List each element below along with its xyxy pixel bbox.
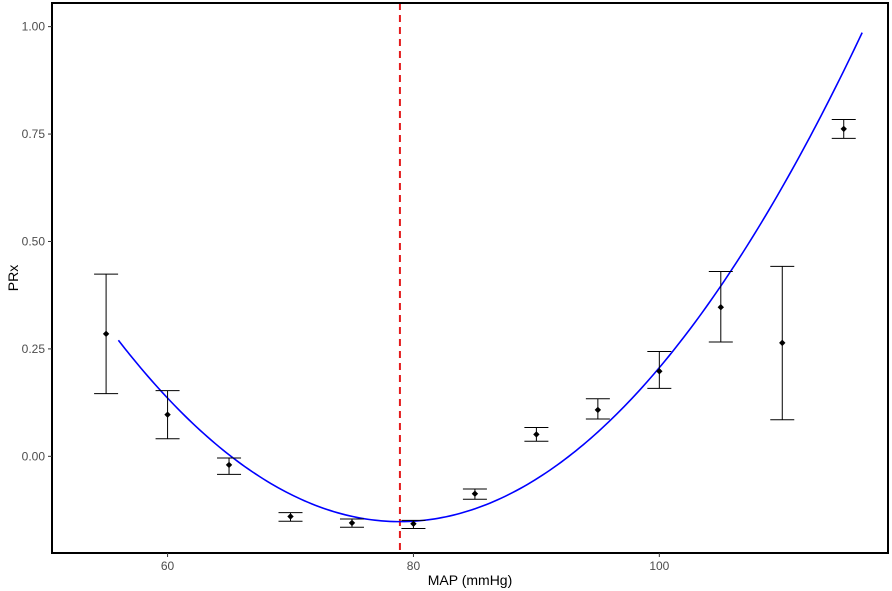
y-axis-title: PRx — [5, 265, 21, 291]
y-tick-label-0: 0.00 — [22, 449, 46, 463]
x-axis-title: MAP (mmHg) — [428, 572, 513, 588]
data-point-11 — [779, 339, 786, 347]
y-tick-label-3: 0.75 — [22, 127, 46, 141]
data-point-6 — [471, 490, 479, 497]
y-tick-label-2: 0.50 — [22, 234, 46, 248]
data-point-4 — [348, 519, 356, 527]
data-point-9 — [656, 368, 663, 375]
y-tick-label-4: 1.00 — [22, 20, 46, 34]
data-point-8 — [594, 406, 602, 414]
data-point-2 — [225, 461, 233, 469]
data-point-3 — [287, 513, 294, 520]
data-point-5 — [410, 520, 417, 527]
y-tick-label-1: 0.25 — [22, 342, 46, 356]
x-tick-label-2: 100 — [649, 559, 669, 573]
data-point-1 — [164, 411, 171, 418]
panel-border — [51, 2, 889, 554]
x-tick-label-0: 60 — [161, 559, 175, 573]
fit-curve — [117, 32, 863, 523]
data-point-10 — [717, 304, 724, 311]
x-tick-label-1: 80 — [407, 559, 421, 573]
plot-area — [94, 3, 863, 553]
data-point-0 — [102, 330, 110, 338]
data-point-7 — [533, 431, 540, 438]
axes: 60 80 100 0.00 0.25 0.50 0.75 1.00 — [22, 2, 889, 573]
data-point-12 — [840, 125, 847, 133]
